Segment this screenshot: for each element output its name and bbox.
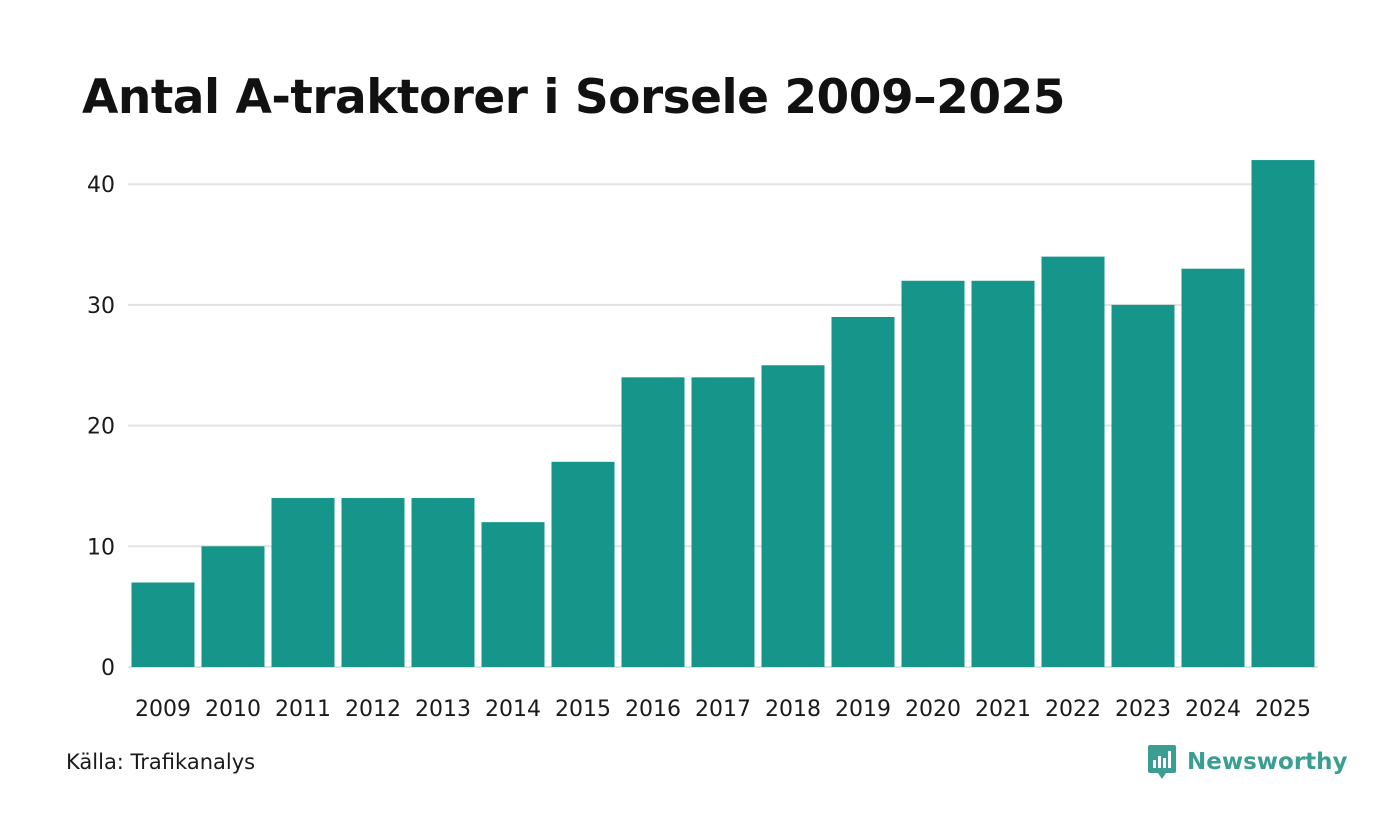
bar-2025[interactable] bbox=[1251, 160, 1315, 667]
bar-2012[interactable] bbox=[341, 498, 405, 667]
bar-2010[interactable] bbox=[201, 546, 265, 667]
y-tick-label: 40 bbox=[87, 173, 115, 198]
x-tick-label: 2012 bbox=[345, 697, 401, 722]
x-axis-ticks: 2009 2010 2011 2012 2013 2014 2015 2016 2017 2018… bbox=[135, 697, 1311, 722]
x-tick-label: 2019 bbox=[835, 697, 891, 722]
y-tick-label: 30 bbox=[87, 294, 115, 319]
bar-2020[interactable] bbox=[901, 280, 965, 667]
x-tick-label: 2016 bbox=[625, 697, 681, 722]
x-tick-label: 2024 bbox=[1185, 697, 1241, 722]
bar-2019[interactable] bbox=[831, 316, 895, 667]
bar-2015[interactable] bbox=[551, 461, 615, 667]
bar-2013[interactable] bbox=[411, 498, 475, 667]
x-tick-label: 2017 bbox=[695, 697, 751, 722]
x-tick-label: 2014 bbox=[485, 697, 541, 722]
newsworthy-logo-icon bbox=[1147, 743, 1177, 781]
bar-2021[interactable] bbox=[971, 280, 1035, 667]
chart-title: Antal A-traktorer i Sorsele 2009–2025 bbox=[82, 70, 1065, 125]
x-tick-label: 2022 bbox=[1045, 697, 1101, 722]
x-tick-label: 2021 bbox=[975, 697, 1031, 722]
x-tick-label: 2025 bbox=[1255, 697, 1311, 722]
x-tick-label: 2013 bbox=[415, 697, 471, 722]
x-tick-label: 2023 bbox=[1115, 697, 1171, 722]
source-note: Källa: Trafikanalys bbox=[66, 750, 256, 774]
newsworthy-brand[interactable]: Newsworthy bbox=[1147, 742, 1348, 782]
bar-2016[interactable] bbox=[621, 377, 685, 667]
bar-2011[interactable] bbox=[271, 498, 335, 667]
brand-name: Newsworthy bbox=[1187, 749, 1348, 775]
bar-2018[interactable] bbox=[761, 365, 825, 667]
x-tick-label: 2015 bbox=[555, 697, 611, 722]
bar-2017[interactable] bbox=[691, 377, 755, 667]
x-tick-label: 2009 bbox=[135, 697, 191, 722]
bar-2022[interactable] bbox=[1041, 256, 1105, 667]
x-tick-label: 2018 bbox=[765, 697, 821, 722]
bars bbox=[131, 160, 1315, 667]
x-tick-label: 2020 bbox=[905, 697, 961, 722]
y-tick-label: 10 bbox=[87, 535, 115, 560]
x-tick-label: 2010 bbox=[205, 697, 261, 722]
bar-2024[interactable] bbox=[1181, 268, 1245, 667]
bar-2023[interactable] bbox=[1111, 304, 1175, 667]
bar-2014[interactable] bbox=[481, 522, 545, 667]
y-tick-label: 20 bbox=[87, 415, 115, 440]
y-tick-label: 0 bbox=[101, 656, 115, 681]
y-axis-ticks: 0 10 20 30 40 bbox=[87, 173, 115, 681]
bar-2009[interactable] bbox=[131, 582, 195, 667]
x-tick-label: 2011 bbox=[275, 697, 331, 722]
